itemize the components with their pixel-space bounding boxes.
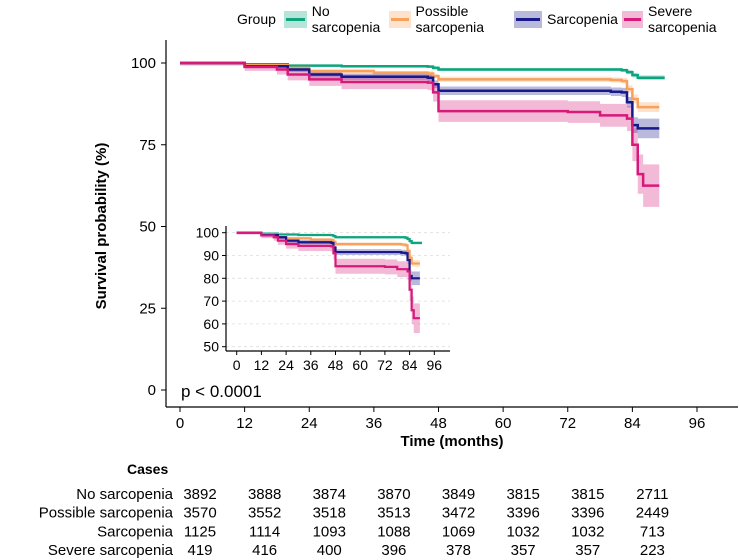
risk-table-cell: 1032 xyxy=(571,523,604,540)
x-tick-label: 84 xyxy=(624,415,641,432)
risk-table-cell: 1093 xyxy=(313,523,346,540)
risk-table-cell: 3518 xyxy=(313,505,346,522)
ci-band xyxy=(236,232,420,334)
risk-table-cell: 357 xyxy=(575,542,600,559)
risk-table-row-label: Severe sarcopenia xyxy=(48,542,174,559)
risk-table-row-label: Possible sarcopenia xyxy=(39,505,174,522)
risk-table-cell: 3513 xyxy=(377,505,410,522)
y-axis-title: Survival probability (%) xyxy=(93,143,110,310)
risk-table-cell: 2711 xyxy=(636,486,668,503)
inset-x-tick-label: 36 xyxy=(303,357,319,373)
survival-curve xyxy=(236,231,420,320)
y-tick-label: 100 xyxy=(131,55,156,72)
risk-table-cell: 3815 xyxy=(571,486,604,503)
legend-key xyxy=(514,10,543,28)
inset-x-tick-label: 84 xyxy=(402,357,418,373)
legend-label: Severe sarcopenia xyxy=(647,3,717,35)
risk-table-cell: 1088 xyxy=(377,523,410,540)
x-tick-label: 96 xyxy=(689,415,706,432)
risk-table-cell: 1069 xyxy=(442,523,475,540)
legend-label: No sarcopenia xyxy=(311,3,381,35)
legend: Group No sarcopenia Possible sarcopenia Sa… xyxy=(237,3,740,35)
survival-curve xyxy=(180,61,660,130)
risk-table-cell: 713 xyxy=(640,523,665,540)
risk-table-cell: 3892 xyxy=(183,486,216,503)
survival-curve xyxy=(180,61,660,109)
inset-y-tick-label: 60 xyxy=(203,316,219,332)
legend-item: Sarcopenia xyxy=(514,3,618,35)
inset-x-tick-label: 60 xyxy=(352,357,368,373)
risk-table-row-label: No sarcopenia xyxy=(76,486,173,503)
y-tick-label: 0 xyxy=(148,382,156,399)
legend-key xyxy=(283,10,307,28)
x-tick-label: 72 xyxy=(559,415,576,432)
risk-table-cell: 419 xyxy=(187,542,212,559)
x-axis-title: Time (months) xyxy=(400,433,503,450)
ci-band xyxy=(180,63,660,139)
inset-x-tick-label: 0 xyxy=(233,357,241,373)
legend-key xyxy=(389,10,411,28)
legend-title: Group xyxy=(237,11,276,27)
legend-item: No sarcopenia xyxy=(283,3,385,35)
risk-table-cell: 416 xyxy=(252,542,277,559)
inset-y-tick-label: 80 xyxy=(203,270,219,286)
survival-curve xyxy=(236,231,420,265)
risk-table-cell: 3570 xyxy=(183,505,216,522)
x-tick-label: 36 xyxy=(366,415,383,432)
inset-y-tick-label: 100 xyxy=(196,225,220,241)
risk-table-cell: 1125 xyxy=(184,523,216,540)
risk-table-cell: 223 xyxy=(640,542,665,559)
risk-table-cell: 1114 xyxy=(249,523,280,540)
inset-x-tick-label: 24 xyxy=(278,357,294,373)
risk-table-cell: 1032 xyxy=(506,523,539,540)
risk-table-cell: 3815 xyxy=(506,486,539,503)
risk-table-cell: 3396 xyxy=(571,505,604,522)
risk-table-cell: 357 xyxy=(511,542,536,559)
x-tick-label: 0 xyxy=(176,415,184,432)
inset-x-tick-label: 12 xyxy=(254,357,270,373)
y-tick-label: 25 xyxy=(139,300,156,317)
risk-table-cell: 3870 xyxy=(377,486,410,503)
legend-item: Severe sarcopenia xyxy=(621,3,736,35)
p-value: p < 0.0001 xyxy=(181,382,262,401)
survival-curve xyxy=(180,61,660,187)
risk-table-cell: 3888 xyxy=(248,486,281,503)
risk-table-cell: 400 xyxy=(317,542,342,559)
risk-table-cell: 3396 xyxy=(506,505,539,522)
x-tick-label: 48 xyxy=(430,415,447,432)
legend-key xyxy=(621,10,643,28)
legend-label: Possible sarcopenia xyxy=(415,3,485,35)
ci-band xyxy=(180,63,660,207)
risk-table-cell: 3849 xyxy=(442,486,475,503)
inset-y-tick-label: 70 xyxy=(203,293,219,309)
legend-item: Possible sarcopenia xyxy=(389,3,510,35)
inset-x-tick-label: 72 xyxy=(377,357,393,373)
x-tick-label: 60 xyxy=(495,415,512,432)
risk-table-cell: 396 xyxy=(381,542,406,559)
x-tick-label: 24 xyxy=(301,415,318,432)
risk-table-title: Cases xyxy=(127,461,168,477)
risk-table-cell: 378 xyxy=(446,542,471,559)
inset-y-tick-label: 90 xyxy=(203,248,219,264)
legend-label: Sarcopenia xyxy=(547,11,618,27)
inset-x-tick-label: 96 xyxy=(427,357,443,373)
inset-x-tick-label: 48 xyxy=(328,357,344,373)
risk-table-row-label: Sarcopenia xyxy=(97,523,174,540)
y-tick-label: 50 xyxy=(139,219,156,236)
x-tick-label: 12 xyxy=(236,415,253,432)
risk-table-cell: 3552 xyxy=(248,505,281,522)
risk-table-cell: 3874 xyxy=(313,486,346,503)
inset-y-tick-label: 50 xyxy=(203,339,219,355)
risk-table-cell: 2449 xyxy=(636,505,669,522)
risk-table-cell: 3472 xyxy=(442,505,475,522)
y-tick-label: 75 xyxy=(139,137,156,154)
